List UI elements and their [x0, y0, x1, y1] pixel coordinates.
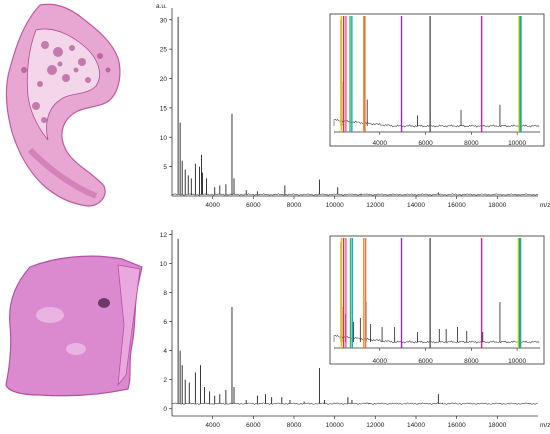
- x-tick-label: 18000: [488, 202, 506, 209]
- inset-x-tick-label: 4000: [373, 140, 388, 147]
- y-tick-label: 12: [160, 232, 168, 239]
- spectrum-baseline: [171, 193, 539, 196]
- y-tick-label: 4: [163, 348, 167, 355]
- inset-x-tick-label: 10000: [508, 358, 526, 365]
- inset-x-tick-label: 8000: [464, 140, 479, 147]
- spectrum-top-inset-frame: [329, 13, 545, 147]
- y-tick-label: 20: [160, 76, 168, 83]
- x-tick-label: 6000: [246, 422, 261, 429]
- x-tick-label: 12000: [366, 422, 384, 429]
- spectrum-baseline: [171, 402, 538, 405]
- x-tick-label: 8000: [287, 422, 302, 429]
- inset-x-tick-label: 6000: [418, 358, 433, 365]
- y-axis-label: a.u.: [156, 3, 167, 10]
- spectrum-bottom-inset-plot: 4000 6000 8000 10000: [333, 238, 540, 365]
- y-tick-label: 2: [163, 377, 167, 384]
- x-tick-label: 6000: [246, 202, 261, 209]
- spectrum-bottom-plot: 0 2 4 6 8 10 12 4000 6000 8000 10000 12000 14000 1600…: [160, 230, 550, 429]
- x-tick-label: 4000: [205, 422, 220, 429]
- x-tick-label: 16000: [448, 202, 466, 209]
- inset-x-tick-label: 4000: [373, 358, 388, 365]
- inset-baseline: [333, 334, 540, 344]
- tissue-section-bottom-image: [5, 255, 143, 397]
- inset-x-tick-label: 10000: [508, 140, 526, 147]
- x-tick-label: 8000: [287, 202, 302, 209]
- y-tick-label: 8: [163, 290, 167, 297]
- x-tick-label: 14000: [407, 202, 425, 209]
- spectrum-top-inset-plot: 4000 6000 8000 10000: [333, 16, 540, 147]
- inset-x-tick-label: 6000: [418, 140, 433, 147]
- y-tick-label: 6: [163, 319, 167, 326]
- y-tick-label: 10: [160, 135, 168, 142]
- x-tick-label: 14000: [407, 422, 425, 429]
- y-tick-label: 25: [160, 47, 168, 54]
- y-tick-label: 5: [163, 164, 167, 171]
- y-tick-label: 30: [160, 17, 168, 24]
- x-axis-unit: m/z: [540, 202, 550, 209]
- x-tick-label: 16000: [448, 422, 466, 429]
- x-tick-label: 10000: [326, 202, 344, 209]
- x-axis-unit: m/z: [540, 422, 550, 429]
- spectrum-top: 5 10 15 20 25 30 4000 6000 8000 10000 12000 14000 16…: [156, 3, 550, 209]
- y-tick-label: 10: [160, 261, 168, 268]
- y-tick-label: 15: [160, 105, 168, 112]
- tissue-section-top-image: [5, 3, 121, 207]
- x-tick-label: 4000: [205, 202, 220, 209]
- spectrum-bottom: 0 2 4 6 8 10 12 4000 6000 8000 10000 12000 14000 1600…: [160, 230, 550, 429]
- x-tick-label: 12000: [366, 202, 384, 209]
- spectrum-bottom-inset-frame: [329, 235, 545, 365]
- inset-x-tick-label: 8000: [464, 358, 479, 365]
- spectrum-top-plot: 5 10 15 20 25 30 4000 6000 8000 10000 12000 14000 16…: [156, 3, 550, 209]
- y-tick-label: 0: [163, 406, 167, 413]
- x-tick-label: 10000: [326, 422, 344, 429]
- x-tick-label: 18000: [488, 422, 506, 429]
